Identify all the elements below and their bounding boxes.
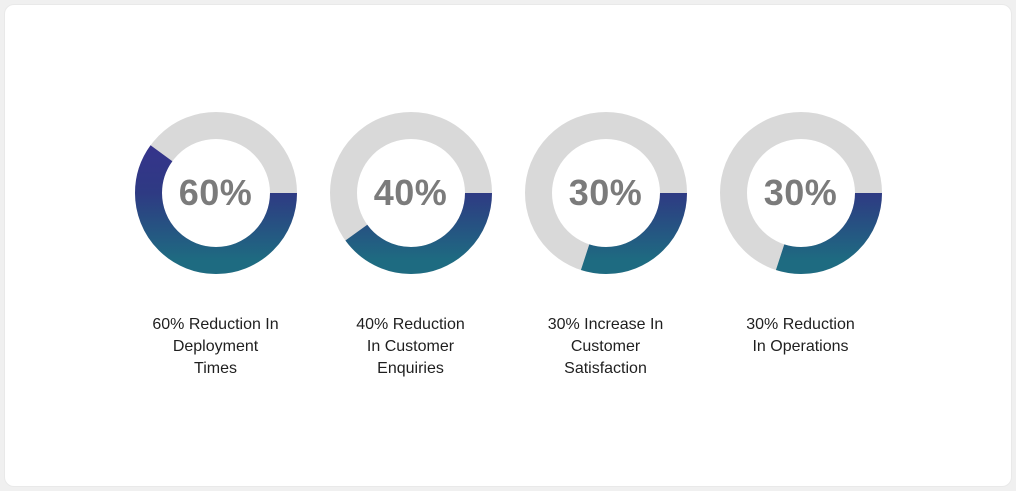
donut-svg bbox=[134, 111, 297, 274]
donut-svg bbox=[719, 111, 882, 274]
percent-label: 40% bbox=[373, 171, 448, 213]
donut-svg bbox=[329, 111, 492, 274]
stat-caption: 60% Reduction In Deployment Times bbox=[152, 315, 279, 377]
donut-chart: 30% bbox=[719, 111, 882, 274]
stat-item: 40% 40% Reduction In Customer Enquiries bbox=[329, 111, 492, 380]
ring-progress bbox=[524, 111, 687, 274]
percent-label: 60% bbox=[178, 171, 253, 213]
ring-progress bbox=[134, 111, 297, 274]
donut-chart: 60% bbox=[134, 111, 297, 274]
stats-card: 60% 60% Reduction In Deployment Times 40… bbox=[4, 4, 1012, 487]
percent-label: 30% bbox=[568, 171, 643, 213]
ring-progress bbox=[719, 111, 882, 274]
percent-label: 30% bbox=[763, 171, 838, 213]
stat-caption: 30% Increase In Customer Satisfaction bbox=[547, 315, 664, 377]
stat-item: 60% 60% Reduction In Deployment Times bbox=[134, 111, 297, 380]
donut-chart: 30% bbox=[524, 111, 687, 274]
stat-caption: 40% Reduction In Customer Enquiries bbox=[356, 315, 465, 377]
stat-item: 30% 30% Increase In Customer Satisfactio… bbox=[524, 111, 687, 380]
stats-row: 60% 60% Reduction In Deployment Times 40… bbox=[134, 111, 882, 380]
stat-caption: 30% Reduction In Operations bbox=[746, 315, 855, 355]
ring-progress bbox=[329, 111, 492, 274]
donut-svg bbox=[524, 111, 687, 274]
donut-chart: 40% bbox=[329, 111, 492, 274]
stat-item: 30% 30% Reduction In Operations bbox=[719, 111, 882, 358]
